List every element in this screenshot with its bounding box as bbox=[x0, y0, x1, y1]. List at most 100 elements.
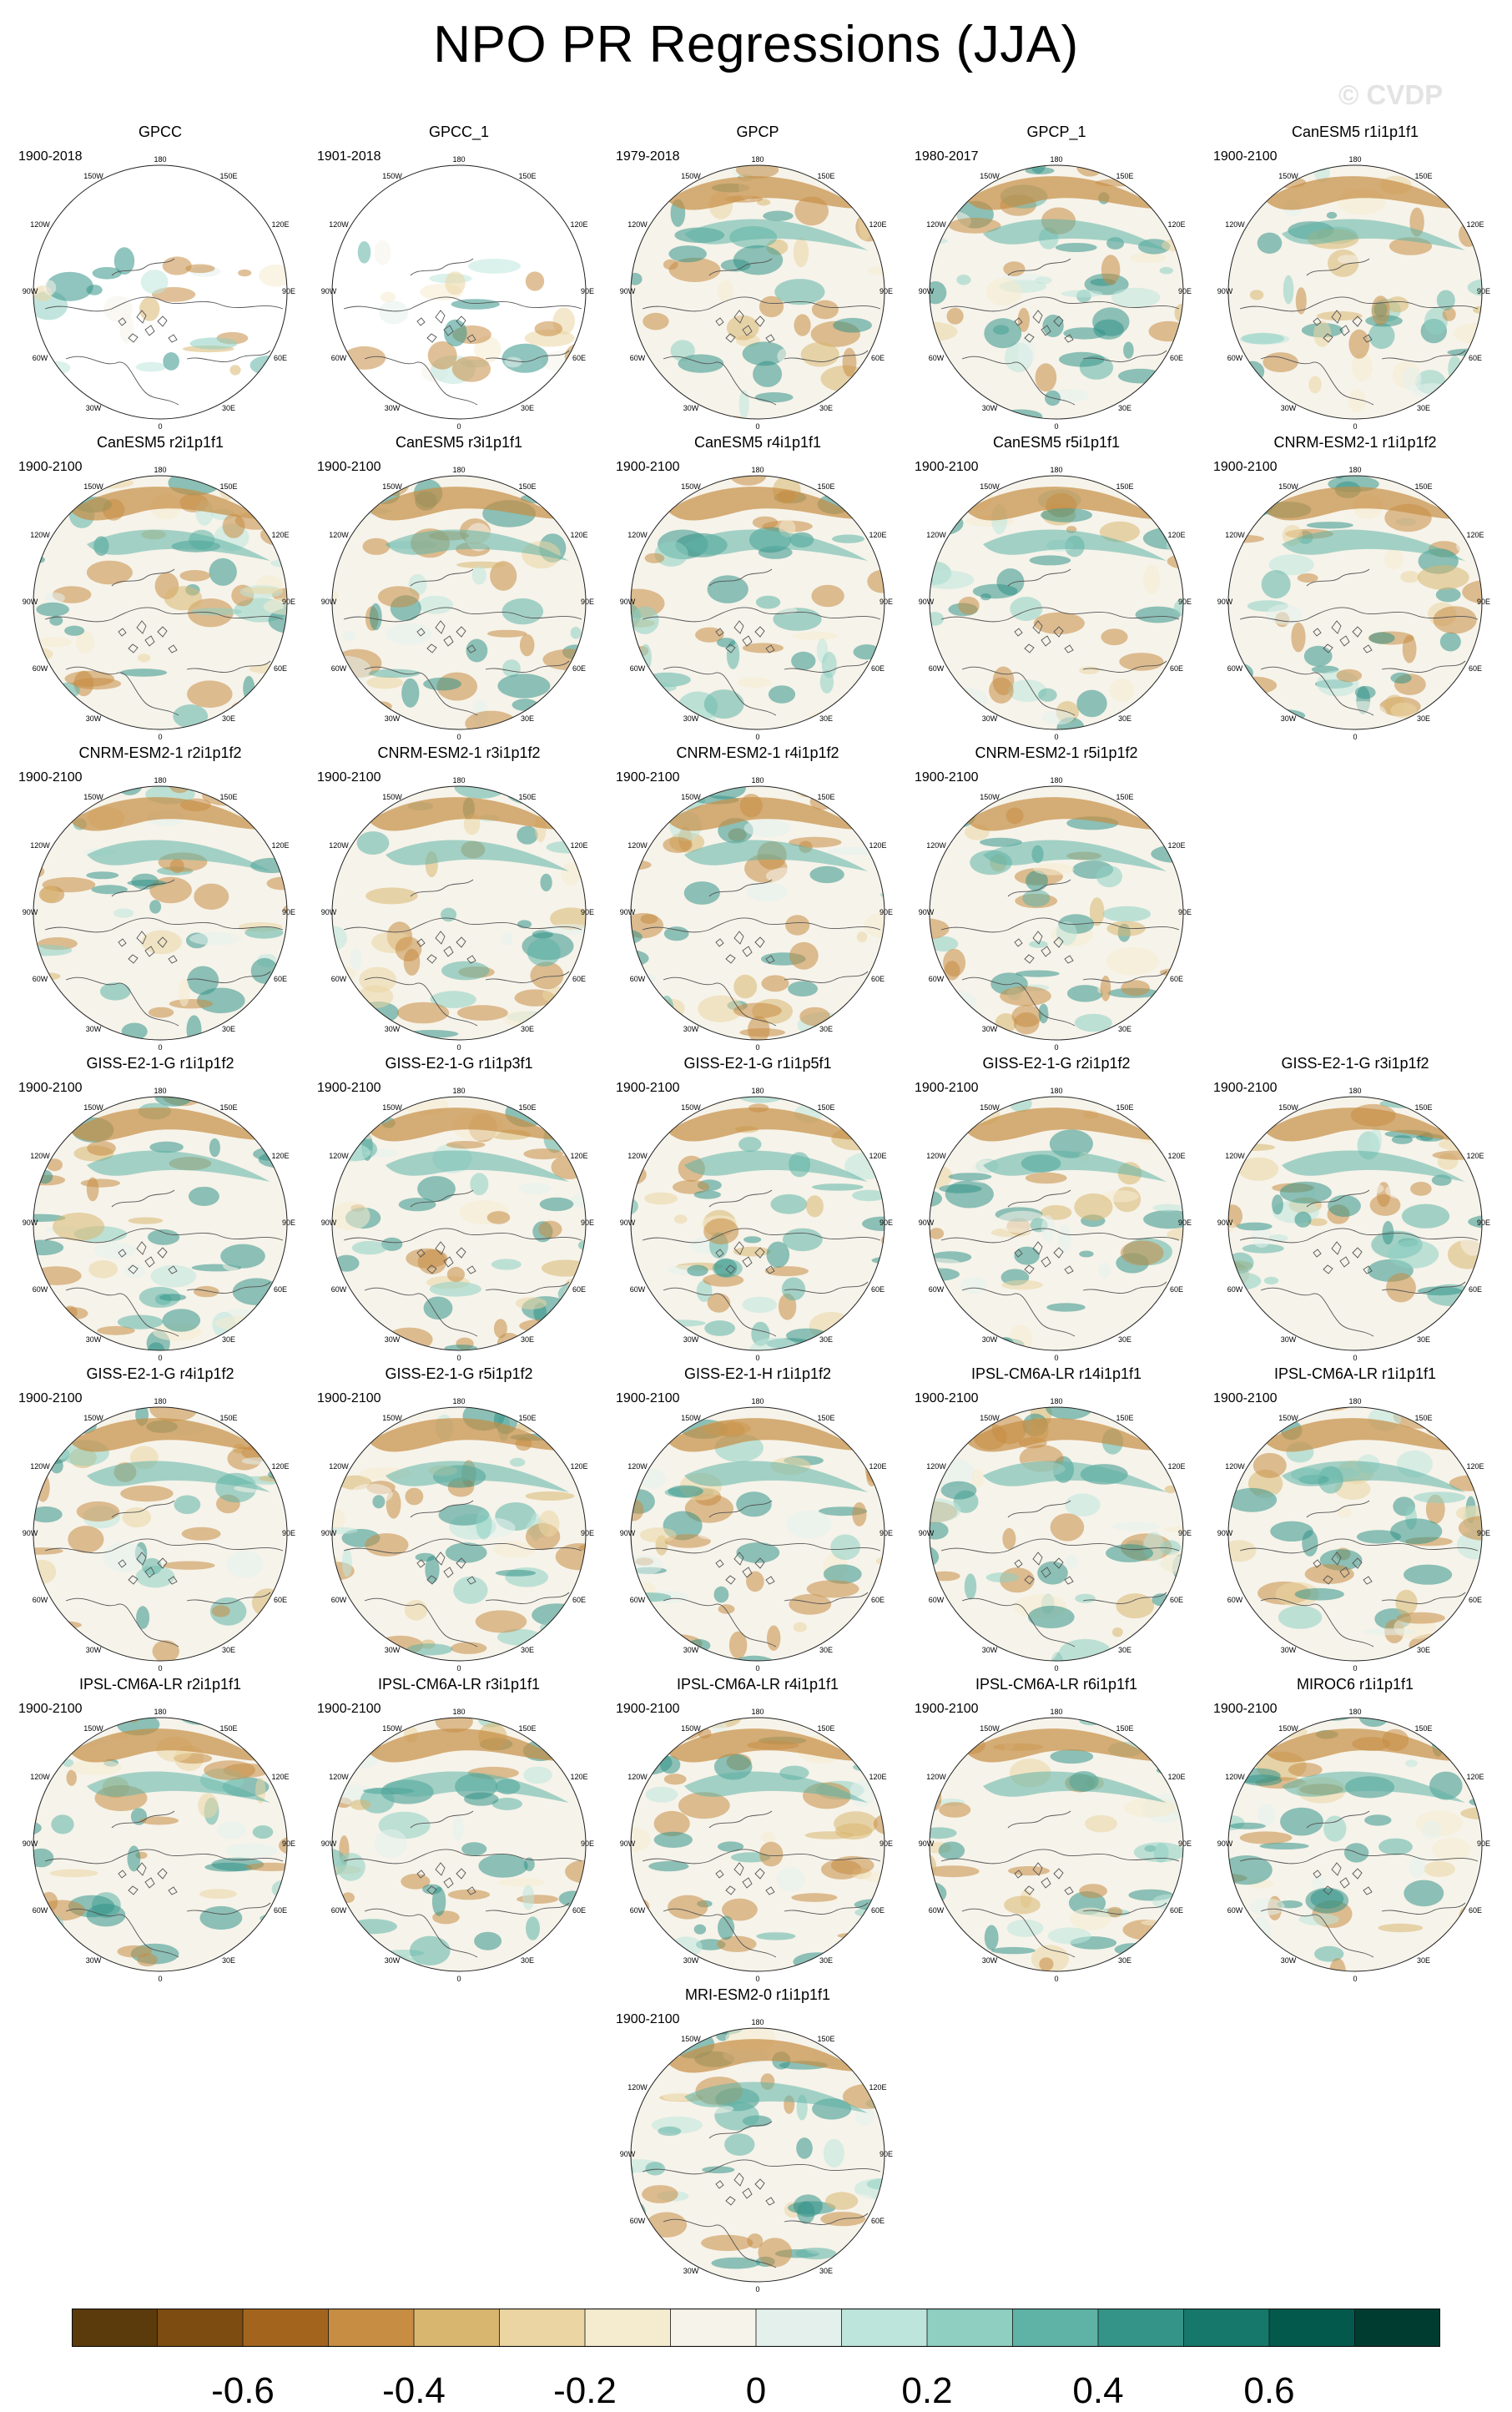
map-panel-title: MIROC6 r1i1p1f1 bbox=[1296, 1676, 1414, 1693]
map-border bbox=[33, 475, 288, 730]
map-period-label: 1900-2100 bbox=[18, 1391, 83, 1405]
longitude-label: 0 bbox=[755, 422, 759, 431]
map-panel-title: CanESM5 r4i1p1f1 bbox=[693, 434, 822, 451]
longitude-label: 60E bbox=[274, 1906, 287, 1915]
longitude-label: 180 bbox=[154, 1087, 166, 1095]
longitude-label: 150W bbox=[83, 1724, 103, 1733]
longitude-label: 150W bbox=[1278, 482, 1298, 491]
longitude-label: 60E bbox=[871, 2217, 885, 2225]
longitude-label: 30W bbox=[982, 404, 998, 412]
longitude-label: 0 bbox=[755, 1664, 759, 1673]
map-panel-title: GISS-E2-1-G r2i1p1f2 bbox=[982, 1055, 1131, 1072]
longitude-label: 90E bbox=[1477, 287, 1490, 295]
coastline bbox=[642, 2121, 881, 2268]
map-period-label: 1900-2100 bbox=[616, 1702, 680, 1716]
longitude-label: 0 bbox=[456, 1975, 461, 1983]
longitude-label: 150E bbox=[817, 172, 834, 180]
map-panel-title: CNRM-ESM2-1 r1i1p1f2 bbox=[1273, 434, 1437, 451]
precip-field bbox=[631, 2028, 885, 2282]
coastline bbox=[44, 568, 284, 716]
longitude-label: 150E bbox=[518, 1724, 536, 1733]
longitude-label: 120W bbox=[1225, 1152, 1245, 1160]
map-border bbox=[929, 1096, 1184, 1351]
longitude-label: 30E bbox=[521, 404, 534, 412]
longitude-label: 60E bbox=[871, 975, 885, 983]
colorbar-tick-label: 0.2 bbox=[901, 2370, 953, 2411]
map-period-label: 1900-2100 bbox=[18, 460, 83, 474]
longitude-label: 60W bbox=[331, 1906, 347, 1915]
map-panel-title: GPCP bbox=[736, 124, 779, 140]
map-border bbox=[331, 785, 587, 1041]
longitude-label: 150W bbox=[83, 1103, 103, 1112]
longitude-label: 150W bbox=[681, 2035, 701, 2043]
longitude-label: 30W bbox=[1281, 714, 1297, 723]
longitude-label: 150W bbox=[980, 1724, 1000, 1733]
polar-map: 180 150W 150E 120W 120E 90W 90E 60W 60E 30W 30E 0 bbox=[321, 1087, 594, 1362]
map-panel: MIROC6 r1i1p1f1 180 150W 150E 120W 120E 90W 90E… bbox=[1207, 1676, 1504, 1986]
colorbar-swatch bbox=[584, 2309, 672, 2347]
map-panel-title: GISS-E2-1-G r4i1p1f2 bbox=[86, 1365, 234, 1382]
longitude-label: 120W bbox=[627, 220, 648, 229]
longitude-label: 30W bbox=[86, 1025, 102, 1033]
longitude-label: 120E bbox=[869, 1152, 886, 1160]
longitude-label: 0 bbox=[1353, 1354, 1357, 1362]
longitude-label: 180 bbox=[751, 776, 764, 785]
precip-field bbox=[33, 1718, 287, 1971]
longitude-label: 60E bbox=[274, 1596, 287, 1604]
longitude-label: 120E bbox=[1167, 1773, 1185, 1781]
polar-map: 180 150W 150E 120W 120E 90W 90E 60W 60E 30W 30E 0 bbox=[620, 776, 893, 1052]
longitude-label: 60W bbox=[33, 975, 48, 983]
longitude-label: 120W bbox=[926, 1773, 946, 1781]
longitude-label: 120W bbox=[627, 1152, 648, 1160]
longitude-label: 30W bbox=[683, 2267, 699, 2275]
map-panel: GPCC_1 180 150W 150E 120W 120E 90W 90E 60W 60E 30W… bbox=[310, 124, 607, 434]
map-period-label: 1900-2100 bbox=[616, 460, 680, 474]
map-period-label: 1900-2100 bbox=[18, 1702, 83, 1716]
longitude-label: 120W bbox=[30, 1462, 50, 1471]
map-period-label: 1900-2100 bbox=[317, 1391, 381, 1405]
longitude-label: 0 bbox=[755, 2285, 759, 2293]
longitude-label: 30W bbox=[385, 1335, 401, 1344]
coastline bbox=[1239, 1810, 1479, 1958]
longitude-label: 0 bbox=[1054, 1043, 1058, 1052]
longitude-label: 90W bbox=[1217, 1839, 1233, 1848]
map-panel: GISS-E2-1-H r1i1p1f2 180 150W 150E 120W 120E 9… bbox=[609, 1365, 906, 1676]
longitude-label: 120W bbox=[1225, 1462, 1245, 1471]
map-panel: IPSL-CM6A-LR r2i1p1f1 180 150W 150E 120W 120E… bbox=[12, 1676, 309, 1986]
longitude-label: 90E bbox=[879, 1839, 893, 1848]
longitude-label: 0 bbox=[158, 1664, 162, 1673]
longitude-label: 150W bbox=[980, 482, 1000, 491]
map-panel-title: IPSL-CM6A-LR r6i1p1f1 bbox=[975, 1676, 1138, 1693]
longitude-label: 180 bbox=[1348, 1397, 1361, 1405]
longitude-label: 180 bbox=[452, 466, 465, 474]
longitude-label: 150W bbox=[382, 1103, 402, 1112]
longitude-label: 120W bbox=[1225, 531, 1245, 539]
longitude-label: 120E bbox=[271, 220, 289, 229]
longitude-label: 90W bbox=[1217, 598, 1233, 606]
colorbar-swatch bbox=[755, 2309, 843, 2347]
longitude-label: 60W bbox=[929, 664, 945, 673]
longitude-label: 150W bbox=[681, 793, 701, 801]
longitude-label: 90E bbox=[879, 287, 893, 295]
longitude-label: 90W bbox=[620, 1529, 636, 1537]
map-panel-title: GPCP_1 bbox=[1026, 124, 1086, 140]
longitude-label: 30W bbox=[385, 1956, 401, 1965]
longitude-label: 30E bbox=[1417, 1646, 1430, 1654]
map-background bbox=[332, 1097, 586, 1350]
longitude-label: 90W bbox=[919, 598, 935, 606]
watermark: © CVDP bbox=[1338, 79, 1444, 110]
longitude-label: 0 bbox=[158, 1975, 162, 1983]
longitude-label: 60W bbox=[33, 1285, 48, 1294]
polar-map: 180 150W 150E 120W 120E 90W 90E 60W 60E 30W 30E 0 bbox=[919, 466, 1192, 741]
longitude-label: 150W bbox=[83, 793, 103, 801]
longitude-label: 60E bbox=[274, 664, 287, 673]
longitude-label: 120E bbox=[869, 531, 886, 539]
longitude-label: 150E bbox=[518, 1414, 536, 1422]
map-border bbox=[33, 1406, 288, 1662]
coastline bbox=[343, 879, 582, 1027]
longitude-label: 30W bbox=[683, 1956, 699, 1965]
longitude-label: 90W bbox=[321, 598, 337, 606]
coastline bbox=[343, 258, 582, 406]
map-border bbox=[630, 1717, 885, 1972]
longitude-label: 30W bbox=[982, 1335, 998, 1344]
